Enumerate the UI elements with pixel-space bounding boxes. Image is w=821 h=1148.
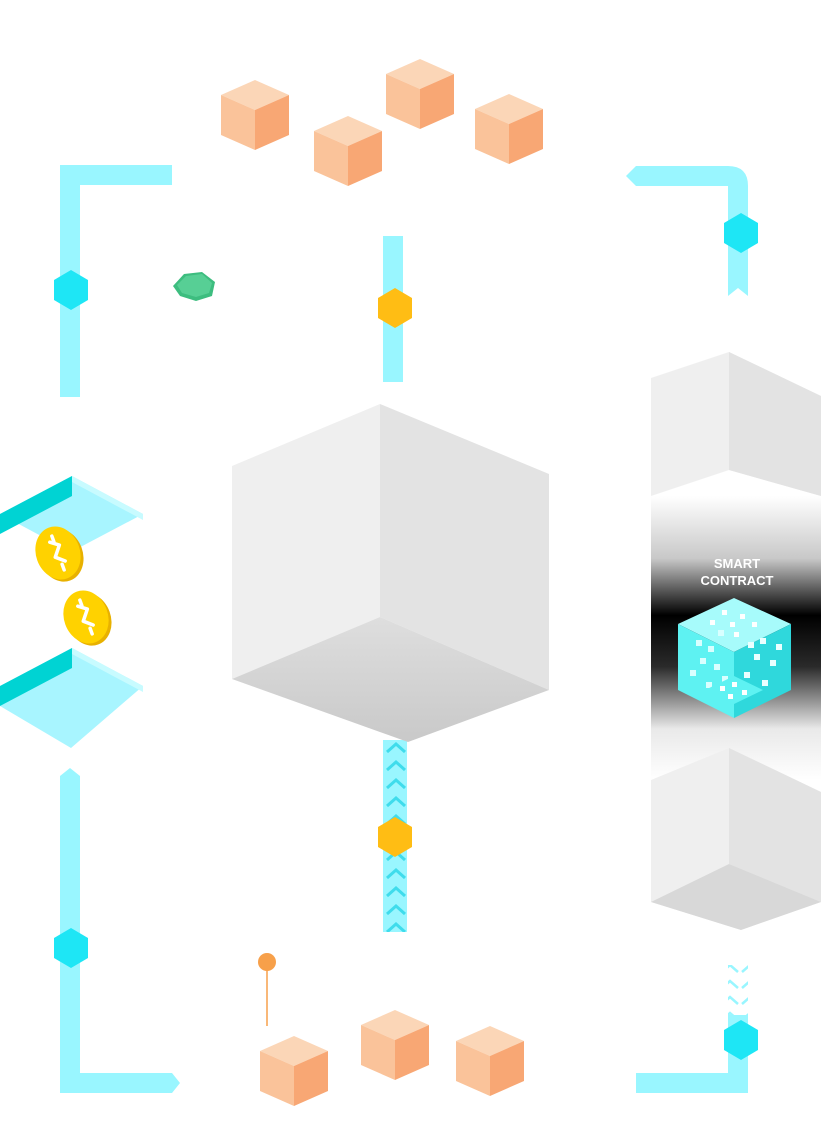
block-top-1: [221, 80, 289, 150]
smart-contract-label-line2: CONTRACT: [701, 573, 774, 588]
block-bottom-1: [260, 1036, 328, 1106]
block-bottom-2: [361, 1010, 429, 1080]
node-green: [173, 272, 215, 301]
dollar-coin-icon: [63, 590, 112, 646]
node-cyan-left-bottom: [54, 928, 88, 968]
block-bottom-3: [456, 1026, 524, 1096]
block-top-3: [386, 59, 454, 129]
tray-bottom: [0, 648, 143, 748]
central-cube: [232, 404, 549, 742]
smart-contract-cube-icon: [678, 598, 791, 718]
node-orange-bottom: [378, 817, 412, 857]
connector-top-right: [626, 166, 748, 296]
connector-bottom-right: [636, 965, 748, 1093]
tray-top: [0, 476, 143, 552]
node-orange-top: [378, 288, 412, 328]
smart-contract-label: SMART CONTRACT: [701, 556, 774, 588]
dollar-coin-icon: [35, 526, 84, 582]
block-top-4: [475, 94, 543, 164]
node-cyan-left-top: [54, 270, 88, 310]
connector-top-left: [60, 165, 172, 397]
connector-bottom-left: [60, 768, 180, 1093]
block-top-2: [314, 116, 382, 186]
node-cyan-right-top: [724, 213, 758, 253]
node-cyan-right-bottom: [724, 1020, 758, 1060]
pin-marker: [258, 953, 276, 1026]
smart-contract-label-line1: SMART: [714, 556, 760, 571]
